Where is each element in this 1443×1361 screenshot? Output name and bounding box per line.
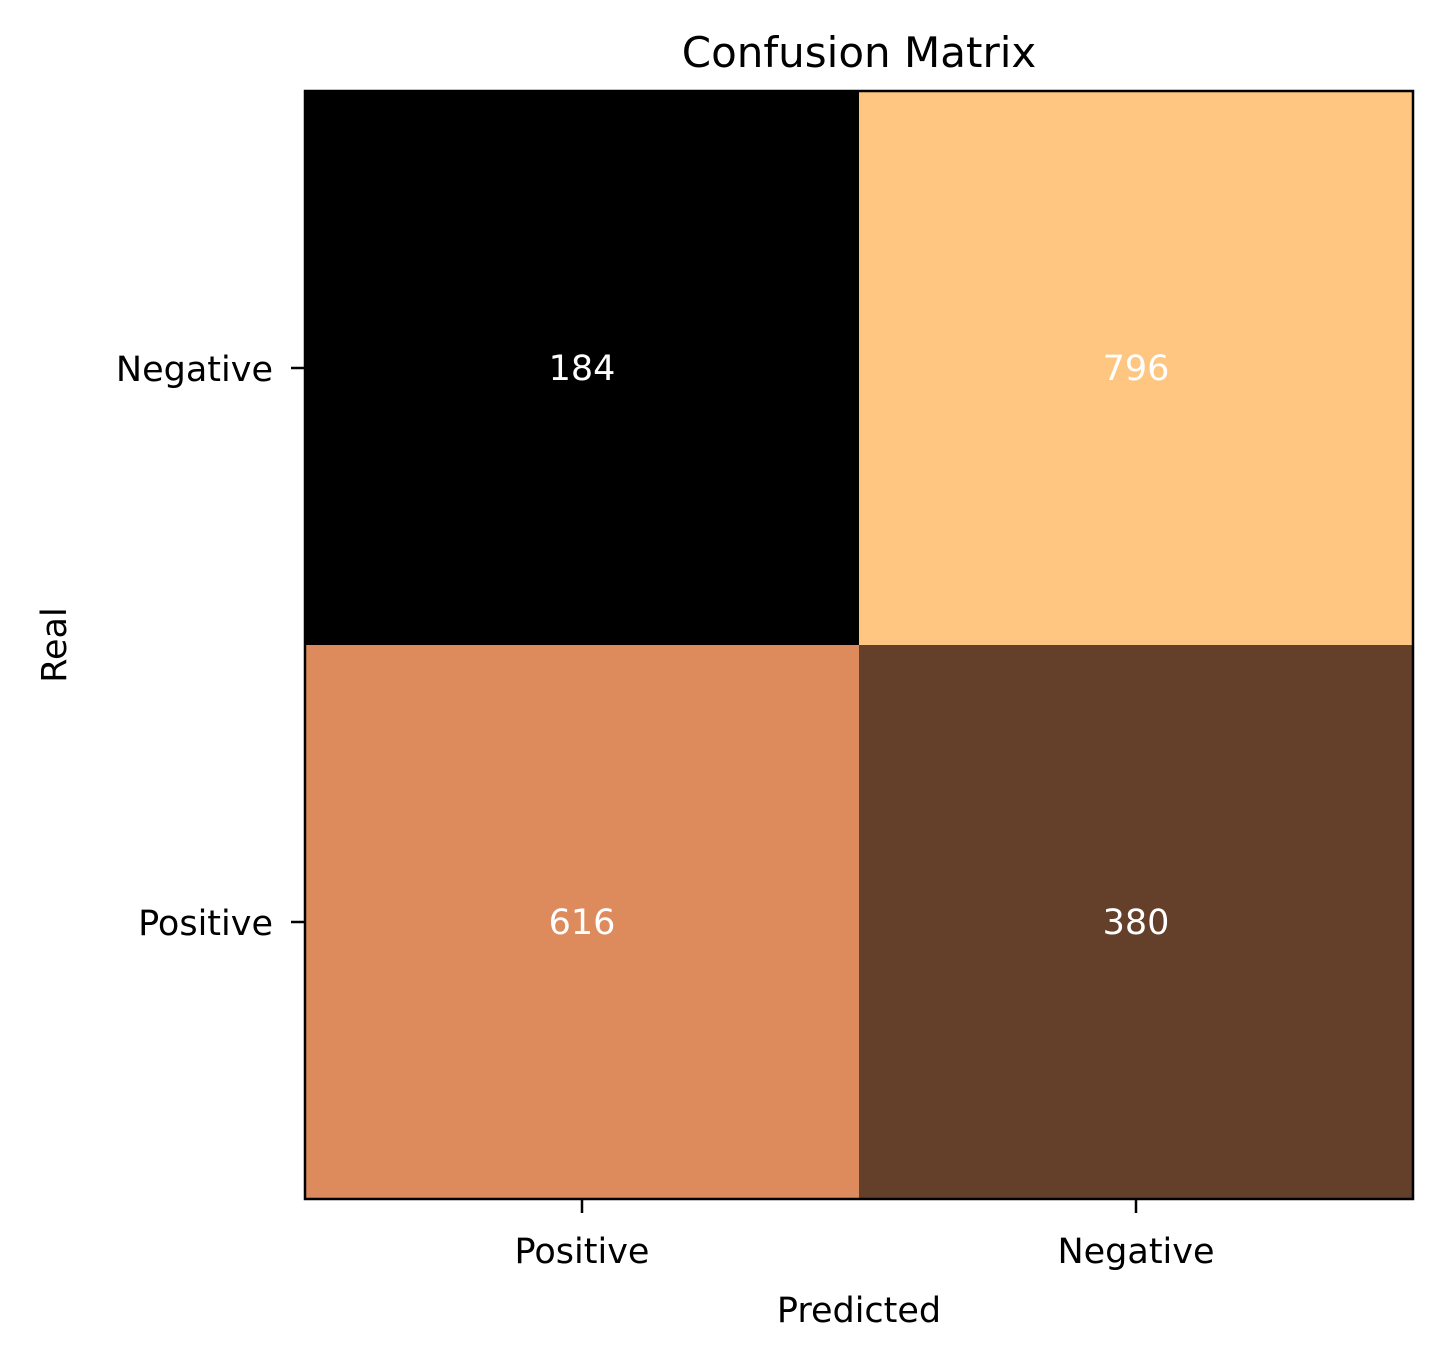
plot-frame (303, 89, 1415, 1201)
y-axis-label: Real (35, 607, 75, 682)
heatmap-cell-r0-c1 (859, 91, 1414, 646)
x-axis-label: Predicted (777, 1291, 941, 1331)
y-tick-label-0: Negative (116, 350, 273, 390)
y-axis-ticks: Negative Positive (116, 350, 305, 944)
x-tick-label-0: Positive (515, 1232, 650, 1272)
x-tick-label-1: Negative (1057, 1232, 1214, 1272)
cell-value-r0-c0: 184 (549, 349, 616, 389)
x-axis-ticks: Positive Negative (515, 1199, 1215, 1272)
heatmap-cell-r1-c1 (859, 645, 1414, 1200)
chart-title: Confusion Matrix (682, 28, 1037, 77)
cell-value-r0-c1: 796 (1103, 349, 1170, 389)
cell-value-r1-c1: 380 (1103, 903, 1170, 943)
heatmap-cells (305, 91, 1414, 1200)
cell-value-r1-c0: 616 (549, 903, 616, 943)
heatmap-cell-r1-c0 (305, 645, 860, 1200)
cell-value-labels: 184 796 616 380 (549, 349, 1170, 943)
y-tick-label-1: Positive (138, 904, 273, 944)
heatmap-cell-r0-c0 (305, 91, 860, 646)
